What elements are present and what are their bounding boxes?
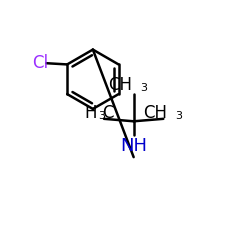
Text: 3: 3	[175, 110, 182, 120]
Text: 3: 3	[140, 84, 147, 94]
Text: CH: CH	[108, 76, 132, 94]
Text: CH: CH	[143, 104, 167, 122]
Text: C: C	[102, 104, 114, 122]
Text: NH: NH	[120, 137, 147, 155]
Text: H: H	[84, 104, 96, 122]
Text: Cl: Cl	[32, 54, 48, 72]
Text: 3: 3	[98, 110, 105, 120]
